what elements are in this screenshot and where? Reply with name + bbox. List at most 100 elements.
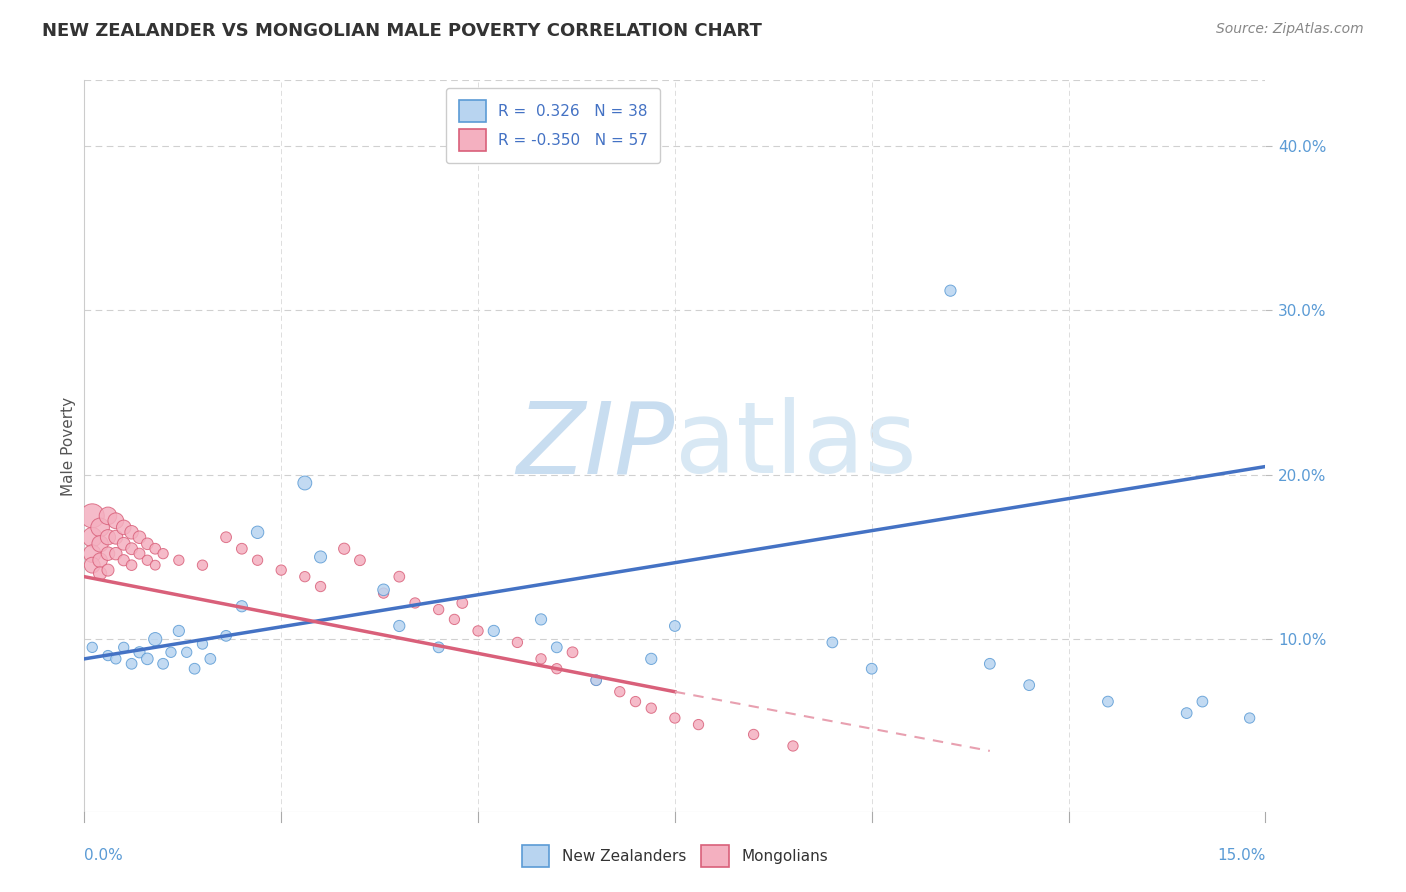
Point bbox=[128, 547, 150, 561]
Point bbox=[1191, 695, 1213, 709]
Point bbox=[1018, 678, 1040, 692]
Text: ZIP: ZIP bbox=[516, 398, 675, 494]
Point bbox=[561, 645, 583, 659]
Point bbox=[309, 580, 332, 594]
Point bbox=[128, 645, 150, 659]
Point bbox=[104, 514, 127, 528]
Point bbox=[506, 635, 529, 649]
Point bbox=[388, 569, 411, 583]
Text: NEW ZEALANDER VS MONGOLIAN MALE POVERTY CORRELATION CHART: NEW ZEALANDER VS MONGOLIAN MALE POVERTY … bbox=[42, 22, 762, 40]
Point bbox=[82, 530, 104, 544]
Point bbox=[82, 547, 104, 561]
Point bbox=[427, 640, 450, 655]
Point bbox=[191, 637, 214, 651]
Point bbox=[246, 525, 269, 540]
Point bbox=[451, 596, 474, 610]
Point bbox=[349, 553, 371, 567]
Point bbox=[333, 541, 356, 556]
Point bbox=[231, 541, 253, 556]
Point bbox=[1097, 695, 1119, 709]
Point bbox=[152, 657, 174, 671]
Point bbox=[388, 619, 411, 633]
Point bbox=[167, 553, 190, 567]
Point bbox=[467, 624, 489, 638]
Point bbox=[176, 645, 198, 659]
Point bbox=[112, 520, 135, 534]
Point bbox=[152, 547, 174, 561]
Point bbox=[97, 508, 120, 523]
Point bbox=[143, 541, 166, 556]
Point bbox=[215, 629, 238, 643]
Point bbox=[89, 553, 111, 567]
Point bbox=[939, 284, 962, 298]
Point bbox=[89, 566, 111, 581]
Point bbox=[979, 657, 1001, 671]
Point bbox=[121, 657, 143, 671]
Point bbox=[97, 530, 120, 544]
Text: 15.0%: 15.0% bbox=[1218, 848, 1265, 863]
Point bbox=[82, 558, 104, 573]
Point bbox=[404, 596, 426, 610]
Point bbox=[183, 662, 205, 676]
Point bbox=[112, 553, 135, 567]
Point bbox=[215, 530, 238, 544]
Point bbox=[231, 599, 253, 614]
Point bbox=[143, 558, 166, 573]
Point bbox=[200, 652, 222, 666]
Point bbox=[742, 727, 765, 741]
Point bbox=[530, 652, 553, 666]
Point bbox=[136, 652, 159, 666]
Point bbox=[270, 563, 292, 577]
Point bbox=[97, 563, 120, 577]
Point bbox=[191, 558, 214, 573]
Point bbox=[860, 662, 883, 676]
Point bbox=[664, 619, 686, 633]
Point bbox=[97, 648, 120, 663]
Text: Source: ZipAtlas.com: Source: ZipAtlas.com bbox=[1216, 22, 1364, 37]
Point bbox=[443, 612, 465, 626]
Point bbox=[82, 508, 104, 523]
Point bbox=[640, 701, 662, 715]
Point bbox=[585, 673, 607, 688]
Point bbox=[482, 624, 505, 638]
Point bbox=[167, 624, 190, 638]
Point bbox=[82, 640, 104, 655]
Point bbox=[821, 635, 844, 649]
Point bbox=[373, 586, 395, 600]
Text: 0.0%: 0.0% bbox=[84, 848, 124, 863]
Point bbox=[546, 640, 568, 655]
Point bbox=[121, 541, 143, 556]
Point bbox=[609, 684, 631, 698]
Point bbox=[373, 582, 395, 597]
Point bbox=[104, 530, 127, 544]
Point bbox=[121, 525, 143, 540]
Point bbox=[89, 520, 111, 534]
Point bbox=[128, 530, 150, 544]
Legend: New Zealanders, Mongolians: New Zealanders, Mongolians bbox=[512, 834, 838, 877]
Y-axis label: Male Poverty: Male Poverty bbox=[60, 396, 76, 496]
Point bbox=[624, 695, 647, 709]
Point bbox=[143, 632, 166, 647]
Point bbox=[104, 652, 127, 666]
Point bbox=[640, 652, 662, 666]
Point bbox=[294, 475, 316, 490]
Point bbox=[136, 553, 159, 567]
Point bbox=[97, 547, 120, 561]
Point bbox=[104, 547, 127, 561]
Point bbox=[309, 549, 332, 564]
Point bbox=[530, 612, 553, 626]
Point bbox=[136, 537, 159, 551]
Point bbox=[89, 537, 111, 551]
Point bbox=[427, 602, 450, 616]
Point bbox=[294, 569, 316, 583]
Text: atlas: atlas bbox=[675, 398, 917, 494]
Point bbox=[688, 717, 710, 731]
Point bbox=[585, 673, 607, 688]
Point bbox=[112, 640, 135, 655]
Point bbox=[664, 711, 686, 725]
Point bbox=[546, 662, 568, 676]
Point bbox=[1175, 706, 1198, 720]
Point bbox=[112, 537, 135, 551]
Point bbox=[1239, 711, 1261, 725]
Point bbox=[160, 645, 183, 659]
